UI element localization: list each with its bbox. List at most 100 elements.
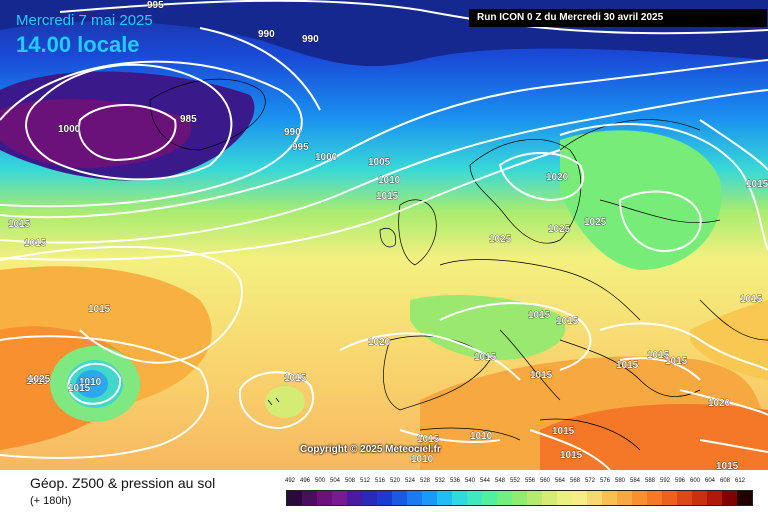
isobar-label: 1010 xyxy=(79,377,102,388)
isobar-label: 1015 xyxy=(665,356,688,367)
scale-swatch xyxy=(422,491,437,505)
scale-swatch xyxy=(572,491,587,505)
scale-swatch xyxy=(527,491,542,505)
scandinavia-green xyxy=(560,130,722,270)
scale-tick-label: 560 xyxy=(539,478,550,484)
isobar-label: 1015 xyxy=(556,316,579,327)
isobar-label: 1015 xyxy=(560,450,583,461)
scale-tick-label: 568 xyxy=(569,478,580,484)
isobar-label: 1010 xyxy=(470,431,493,442)
forecast-date: Mercredi 7 mai 2025 xyxy=(16,12,153,29)
isobar-label: 1015 xyxy=(740,294,763,305)
isobar-label: 1015 xyxy=(284,373,307,384)
scale-tick-label: 492 xyxy=(284,478,295,484)
isobar-label: 990 xyxy=(258,29,275,40)
scale-tick-label: 504 xyxy=(329,478,340,484)
scale-tick-label: 524 xyxy=(404,478,415,484)
azores-patch xyxy=(265,386,305,418)
scale-tick-label: 612 xyxy=(734,478,745,484)
isobar-label: 1015 xyxy=(552,426,575,437)
scale-tick-label: 572 xyxy=(584,478,595,484)
scale-swatch xyxy=(542,491,557,505)
scale-swatch xyxy=(452,491,467,505)
isobar-label: 1015 xyxy=(716,461,739,470)
isobar-label: 985 xyxy=(180,114,197,125)
isobar-label: 1015 xyxy=(530,370,553,381)
isobar-label: 1015 xyxy=(474,352,497,363)
isobar-label: 1020 xyxy=(708,398,731,409)
isobar-label: 1025 xyxy=(548,224,571,235)
scale-tick-label: 536 xyxy=(449,478,460,484)
scale-tick-label: 520 xyxy=(389,478,400,484)
scale-swatch xyxy=(722,491,737,505)
isobar-label: 1025 xyxy=(489,234,512,245)
cutoff-low-core xyxy=(76,370,108,398)
isobar-label: 1015 xyxy=(68,383,91,394)
forecast-offset: (+ 180h) xyxy=(30,495,72,507)
model-run-label: Run ICON 0 Z du Mercredi 30 avril 2025 xyxy=(469,9,767,27)
isobar-label: 990 xyxy=(302,34,319,45)
scale-swatch xyxy=(602,491,617,505)
scale-swatch xyxy=(437,491,452,505)
scale-tick-label: 496 xyxy=(299,478,310,484)
scale-swatch xyxy=(587,491,602,505)
scale-swatch xyxy=(662,491,677,505)
isobar-label: 1015 xyxy=(8,219,31,230)
isobar-label: 1015 xyxy=(647,350,670,361)
central-europe-trough xyxy=(410,295,566,360)
isobar-label: 1010 xyxy=(411,454,434,465)
scale-swatch xyxy=(482,491,497,505)
scale-tick-label: 552 xyxy=(509,478,520,484)
scale-tick-label: 600 xyxy=(689,478,700,484)
isobar-label: 1025 xyxy=(28,374,51,385)
scale-tick-label: 532 xyxy=(434,478,445,484)
geopotential-map-svg: 995 990 990 985 1000 990 995 1000 1005 1… xyxy=(0,0,768,470)
scale-tick-label: 576 xyxy=(599,478,610,484)
isobar-label: 990 xyxy=(284,127,301,138)
isobar-label: 1005 xyxy=(368,157,391,168)
scale-swatch xyxy=(332,491,347,505)
scale-tick-label: 604 xyxy=(704,478,715,484)
isobar-label: 995 xyxy=(292,142,309,153)
chart-title: Géop. Z500 & pression au sol xyxy=(30,475,216,491)
scale-swatch xyxy=(377,491,392,505)
isobar-label: 1015 xyxy=(24,238,47,249)
scale-swatch xyxy=(632,491,647,505)
scale-tick-label: 608 xyxy=(719,478,730,484)
scale-tick-label: 556 xyxy=(524,478,535,484)
scale-swatch xyxy=(317,491,332,505)
scale-swatch xyxy=(302,491,317,505)
scale-swatch xyxy=(287,491,302,505)
isobar-label: 1015 xyxy=(616,360,639,371)
isobar-label: 1015 xyxy=(88,304,111,315)
scale-tick-label: 544 xyxy=(479,478,490,484)
scale-swatch xyxy=(617,491,632,505)
isobar-label: 1015 xyxy=(417,434,440,445)
weather-map: 995 990 990 985 1000 990 995 1000 1005 1… xyxy=(0,0,768,470)
scale-tick-label: 512 xyxy=(359,478,370,484)
scale-tick-label: 548 xyxy=(494,478,505,484)
isobar-label: 1015 xyxy=(376,191,399,202)
scale-swatch xyxy=(392,491,407,505)
scale-tick-label: 592 xyxy=(659,478,670,484)
scale-tick-label: 580 xyxy=(614,478,625,484)
isobar-labels: 995 990 990 985 1000 990 995 1000 1005 1… xyxy=(8,0,768,470)
scale-swatch xyxy=(557,491,572,505)
copyright-notice: Copyright © 2025 Meteociel.fr xyxy=(300,444,441,455)
scale-tick-label: 584 xyxy=(629,478,640,484)
color-scale-labels: 492 496 500 504 508 512 516 520 524 528 532 536 540 5… xyxy=(283,478,753,488)
scale-swatch xyxy=(737,491,752,505)
scale-tick-label: 564 xyxy=(554,478,565,484)
legend-footer: Géop. Z500 & pression au sol (+ 180h) 49… xyxy=(0,470,768,512)
scale-tick-label: 508 xyxy=(344,478,355,484)
isobar-label: 1015 xyxy=(26,376,49,387)
scale-tick-label: 540 xyxy=(464,478,475,484)
isobar-lines xyxy=(0,0,768,470)
isobar-label: 1025 xyxy=(584,217,607,228)
scale-swatch xyxy=(347,491,362,505)
southeast-hot xyxy=(540,404,768,470)
color-scale-bar xyxy=(286,490,753,506)
isobar-label: 1010 xyxy=(378,175,401,186)
isobar-label: 1020 xyxy=(546,172,569,183)
